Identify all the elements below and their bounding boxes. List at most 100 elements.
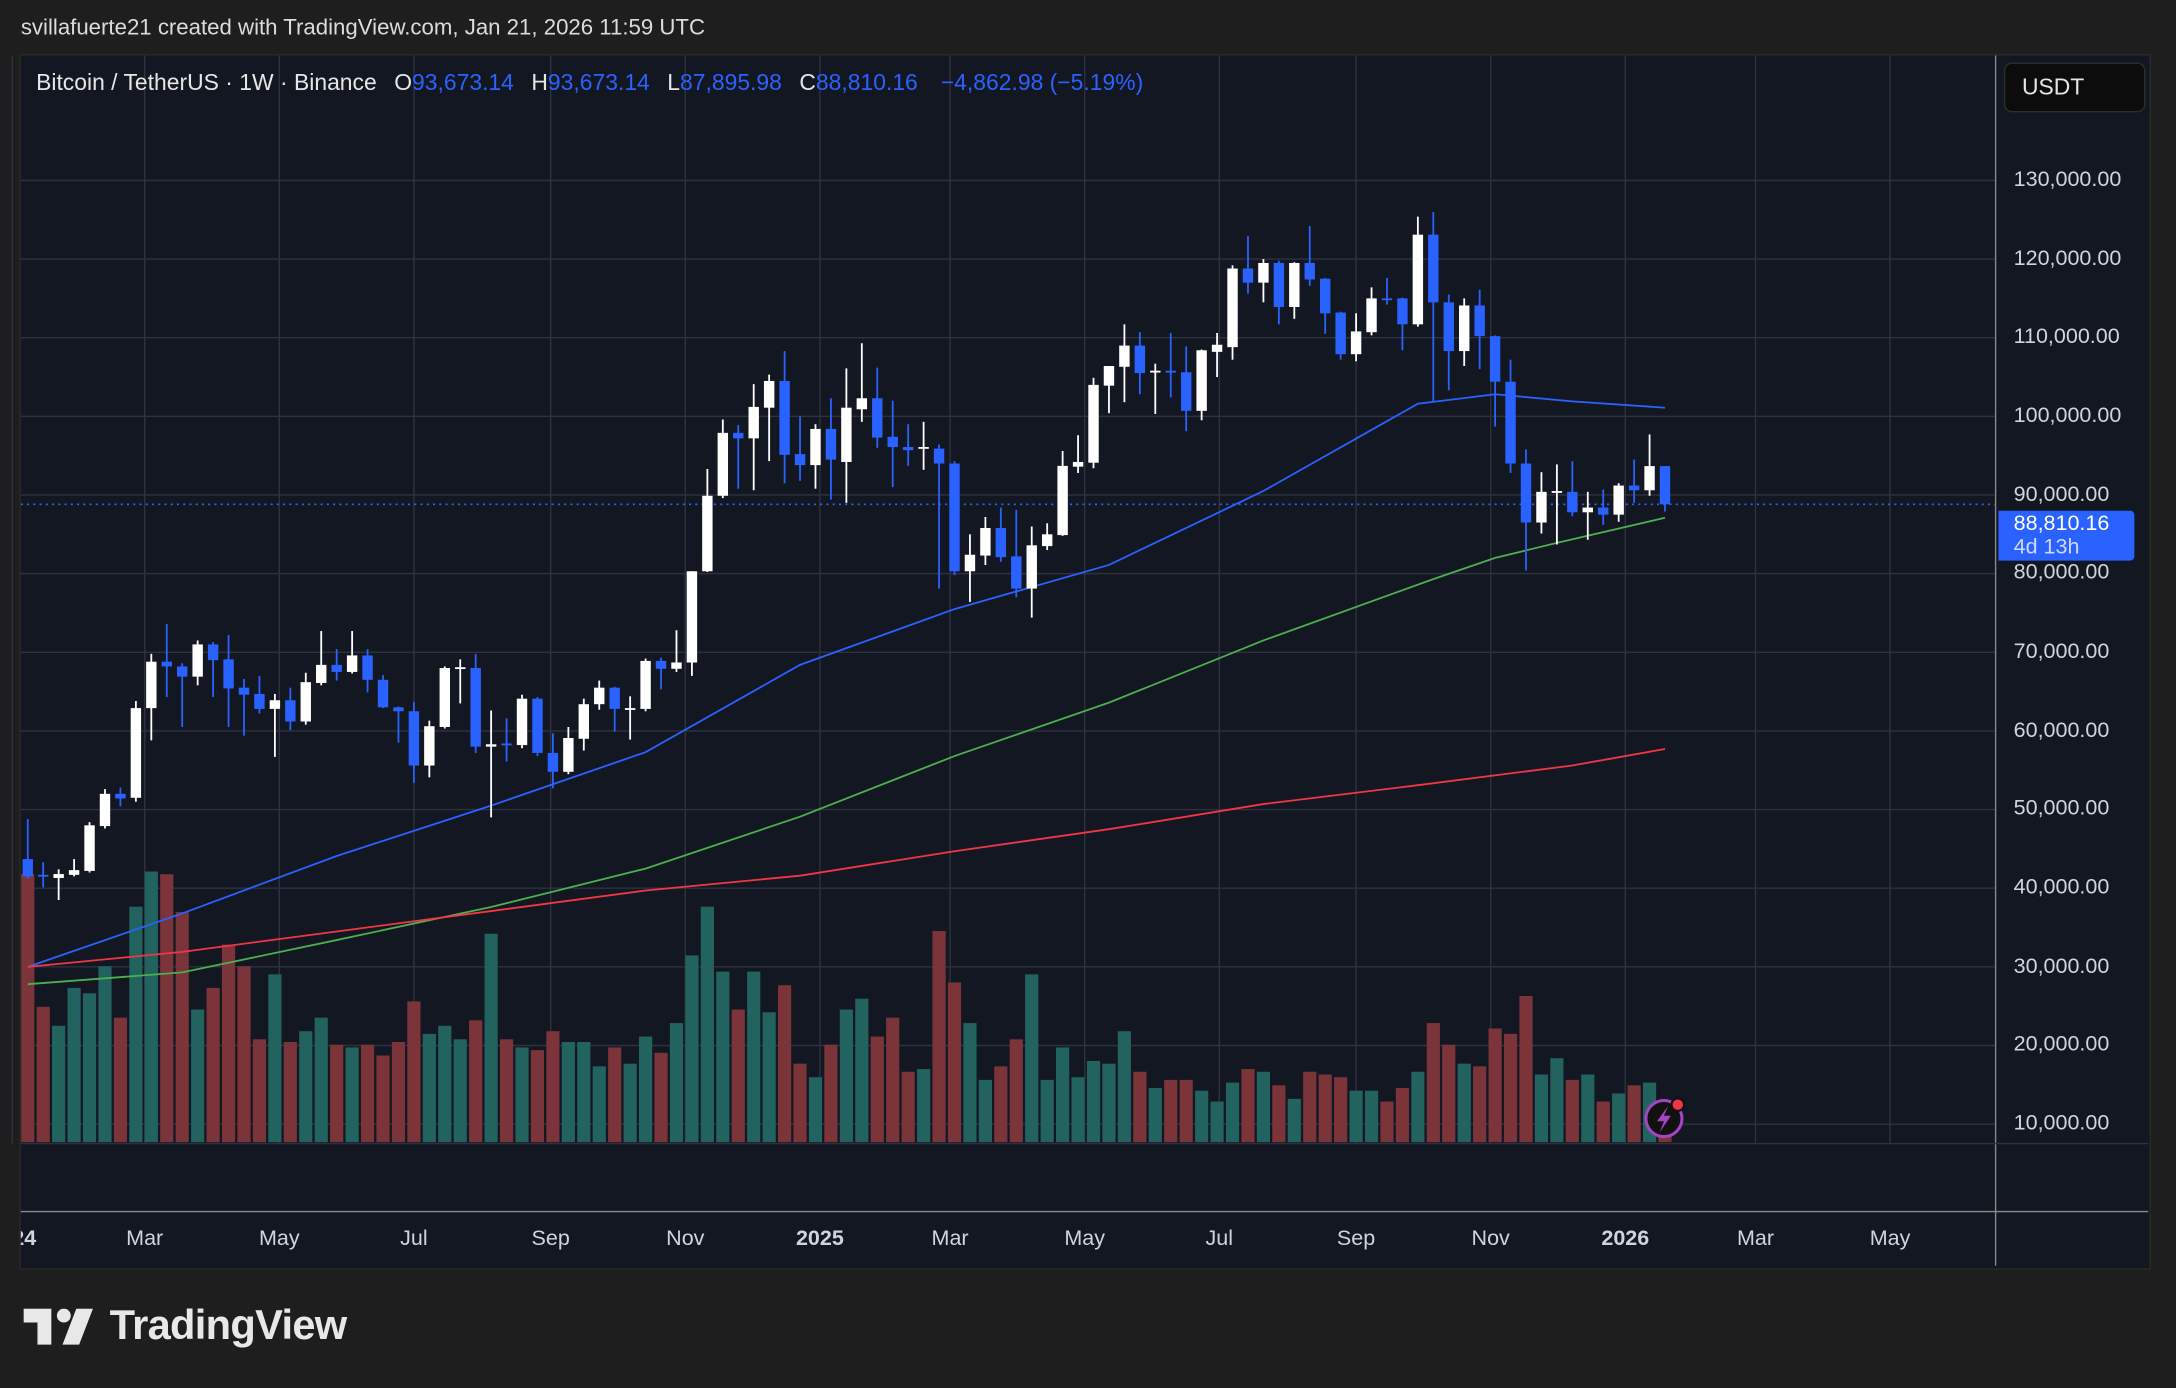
- candle-body: [1443, 302, 1454, 352]
- candle-body: [1180, 372, 1192, 411]
- candle-body: [640, 660, 651, 709]
- close-value: 88,810.16: [815, 70, 918, 96]
- candle-body: [887, 436, 898, 448]
- volume-bar: [1488, 1028, 1502, 1143]
- tradingview-logo[interactable]: TradingView: [23, 1303, 347, 1350]
- candle-body: [161, 661, 172, 667]
- low-label: L: [667, 70, 681, 96]
- volume-bar: [1071, 1077, 1085, 1143]
- high-value: 93,673.14: [547, 70, 650, 96]
- candle-body: [470, 668, 481, 747]
- candle-body: [501, 743, 512, 746]
- candle-body: [933, 448, 945, 464]
- candle-body: [1103, 366, 1115, 386]
- lightning-alert-icon[interactable]: [1644, 1097, 1686, 1139]
- volume-bar: [1349, 1090, 1363, 1143]
- volume-bar: [1442, 1044, 1456, 1143]
- time-tick-label: Mar: [1736, 1226, 1775, 1251]
- candle-body: [269, 700, 281, 709]
- volume-bar: [1334, 1077, 1348, 1143]
- candle-body: [578, 704, 590, 739]
- volume-bar: [113, 1017, 128, 1143]
- volume-bar: [221, 944, 236, 1143]
- candle-body: [424, 726, 435, 766]
- volume-bar: [1086, 1060, 1101, 1143]
- candles: [22, 211, 1671, 901]
- time-axis[interactable]: 2024 Mar May Jul Sep Nov 2025 Mar May Jul Sep Nov 20…: [21, 1212, 1996, 1265]
- candle-body: [1598, 507, 1609, 515]
- candle-body: [671, 662, 682, 669]
- candle-body: [1072, 461, 1084, 467]
- candle-body: [1428, 234, 1439, 303]
- volume-bar: [469, 1020, 483, 1143]
- volume-bar: [1272, 1085, 1286, 1143]
- price-tick-label: 40,000.00: [2013, 875, 2110, 900]
- volume-bar: [1009, 1039, 1023, 1143]
- volume-bar: [901, 1071, 915, 1143]
- candle-body: [1319, 278, 1331, 314]
- candle-body: [1459, 305, 1470, 352]
- volume-bar: [592, 1066, 606, 1143]
- volume-bar: [623, 1063, 637, 1143]
- candle-body: [563, 737, 574, 772]
- volume-bar: [530, 1050, 545, 1143]
- volume-bar: [268, 974, 282, 1143]
- volume-bar: [36, 1006, 50, 1143]
- volume-bar: [422, 1033, 436, 1143]
- candle-body: [130, 708, 142, 798]
- candle-body: [223, 659, 234, 689]
- candle-body: [1041, 534, 1053, 547]
- last-price-tag: 88,810.16 4d 13h: [1998, 510, 2135, 561]
- candle-body: [1613, 485, 1624, 515]
- volume-bar: [21, 874, 35, 1143]
- candle-body: [702, 495, 713, 572]
- volume-bar: [283, 1041, 297, 1143]
- candle-body: [1567, 491, 1578, 513]
- price-tick-label: 80,000.00: [2013, 561, 2110, 585]
- symbol-title[interactable]: Bitcoin / TetherUS · 1W · Binance: [36, 70, 377, 96]
- volume-bar: [1581, 1074, 1595, 1143]
- price-tick-label: 30,000.00: [2013, 954, 2110, 978]
- candle-body: [362, 655, 373, 680]
- volume-bar: [160, 874, 174, 1143]
- volume-bar: [499, 1039, 514, 1143]
- candle-body: [964, 554, 976, 572]
- candle-body: [779, 380, 790, 455]
- candle-body: [1397, 298, 1408, 325]
- volume-bar: [1627, 1085, 1641, 1143]
- price-tick-label: 10,000.00: [2013, 1111, 2110, 1136]
- volume-bar: [638, 1036, 653, 1143]
- symbol-legend: Bitcoin / TetherUS · 1W · Binance O93,67…: [36, 71, 1143, 97]
- close-label: C: [799, 70, 816, 96]
- high-label: H: [531, 70, 548, 96]
- volume-bar: [82, 993, 97, 1143]
- moving-average-red: [27, 748, 1666, 968]
- volume-bar: [438, 1025, 452, 1143]
- volume-bar: [1503, 1033, 1518, 1143]
- candle-body: [1659, 466, 1671, 505]
- volume-bar: [870, 1036, 884, 1143]
- candle-body: [331, 664, 342, 672]
- candle-body: [285, 700, 296, 722]
- volume-bar: [1025, 974, 1039, 1143]
- volume-bar: [1256, 1071, 1271, 1143]
- volume-bar: [762, 1012, 776, 1143]
- currency-button[interactable]: USDT: [2003, 62, 2146, 113]
- volume-bar: [314, 1017, 328, 1143]
- candle-body: [1242, 268, 1254, 283]
- candle-body: [1119, 345, 1130, 367]
- candle-body: [686, 571, 698, 663]
- volume-bars: [21, 871, 1672, 1143]
- candle-body: [207, 644, 219, 661]
- volume-bar: [824, 1044, 838, 1143]
- volume-bar: [1550, 1058, 1564, 1143]
- candle-body: [810, 428, 821, 466]
- time-tick-label: Jul: [400, 1226, 428, 1251]
- candle-body: [1520, 463, 1532, 523]
- moving-average-green: [27, 516, 1666, 986]
- candle-body: [594, 687, 605, 705]
- volume-bar: [1210, 1101, 1224, 1143]
- volume-bar: [932, 931, 946, 1143]
- time-tick-label: 2026: [1601, 1226, 1650, 1251]
